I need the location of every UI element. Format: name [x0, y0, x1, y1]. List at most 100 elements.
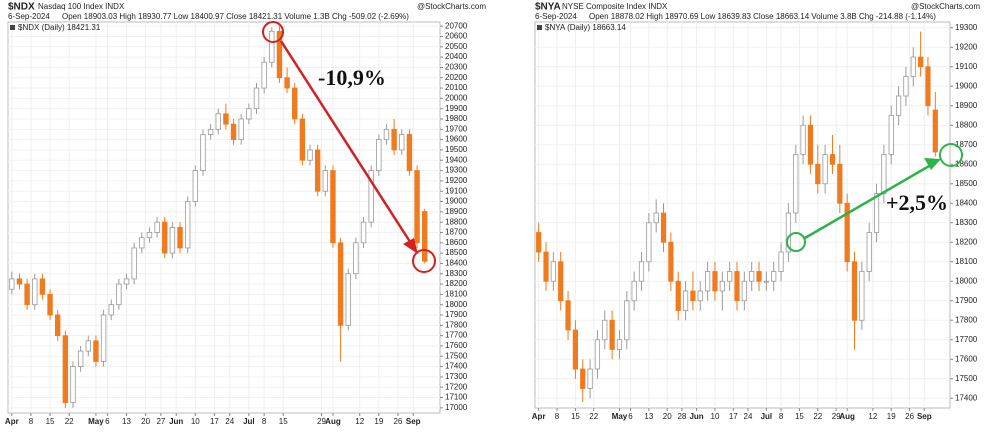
highlight-circle	[786, 232, 806, 252]
candle-body	[223, 113, 229, 125]
candle-body	[368, 170, 374, 223]
x-tick-label: 20	[141, 417, 150, 426]
candle-body	[727, 271, 733, 282]
x-tick-label: 28	[677, 412, 686, 421]
y-tick-label: 18000	[445, 300, 468, 309]
x-tick-label: Aug	[839, 412, 855, 421]
y-tick-label: 19900	[445, 104, 468, 113]
y-tick-label: 17900	[955, 296, 978, 305]
candle-body	[77, 350, 84, 367]
charts: 1700017100172001730017400175001760017700…	[5, 2, 980, 426]
y-tick-label: 19300	[955, 23, 978, 32]
candle-body	[360, 221, 367, 244]
y-tick-label: 18400	[955, 198, 978, 207]
candle-body	[32, 278, 38, 306]
candle-body	[624, 300, 630, 341]
candle-body	[580, 368, 586, 389]
candle-body	[638, 261, 645, 282]
y-tick-label: 19600	[445, 135, 468, 144]
candle-body	[399, 134, 405, 151]
candle-body	[903, 76, 909, 97]
candle-body	[192, 170, 199, 202]
y-tick-label: 18400	[445, 259, 468, 268]
x-tick-label: 12	[355, 417, 364, 426]
candle-body	[261, 61, 267, 89]
candle-body	[414, 170, 420, 244]
candle-body	[215, 113, 221, 130]
candle-body	[536, 232, 542, 253]
candle-body	[307, 149, 313, 161]
y-tick-label: 19400	[445, 155, 468, 164]
candle-body	[646, 222, 652, 263]
candle-body	[353, 242, 359, 275]
candle-body	[322, 170, 329, 192]
chart-subtitle: Nasdaq 100 Index INDX	[38, 2, 125, 11]
y-tick-label: 19000	[955, 81, 978, 90]
candle-body	[177, 226, 183, 249]
candle-body	[154, 221, 160, 233]
y-tick-label: 17500	[445, 351, 468, 360]
candle-body	[269, 30, 275, 63]
candle-body	[616, 339, 623, 350]
x-tick-label: 19	[887, 412, 896, 421]
annotation: +2,5%	[886, 190, 948, 215]
candle-body	[631, 280, 637, 302]
trend-arrow	[804, 160, 937, 240]
y-tick-label: 18200	[445, 279, 468, 288]
y-tick-label: 19200	[445, 176, 468, 185]
x-tick-label: 10	[191, 417, 200, 426]
y-tick-label: 18100	[445, 289, 468, 298]
x-tick-label: 29	[832, 412, 841, 421]
x-tick-label: 8	[29, 417, 34, 426]
y-tick-label: 18800	[955, 120, 978, 129]
annotations	[262, 21, 963, 273]
candle-body	[100, 314, 107, 362]
candle-body	[749, 271, 755, 282]
candle-body	[422, 211, 428, 262]
x-tick-label: Jun	[169, 417, 183, 426]
y-tick-label: 20200	[445, 73, 468, 82]
candle-body	[602, 319, 608, 341]
candle-body	[55, 314, 61, 337]
candle-body	[815, 163, 821, 185]
candle-body	[587, 368, 593, 389]
date: 6-Sep-2024	[8, 12, 50, 21]
candle-body	[276, 30, 283, 79]
candle-body	[558, 261, 564, 302]
y-tick-label: 19700	[445, 124, 468, 133]
candle-body	[697, 290, 703, 302]
arrow-head	[403, 238, 418, 254]
candle-body	[345, 273, 351, 326]
y-tick-label: 17600	[955, 354, 978, 363]
y-tick-label: 18600	[445, 238, 468, 247]
legend-swatch	[537, 25, 542, 30]
candle-body	[778, 251, 784, 272]
plot-frame	[7, 21, 441, 414]
x-tick-label: 27	[156, 417, 165, 426]
candle-body	[873, 193, 880, 233]
highlight-circle	[939, 143, 963, 167]
candle-body	[609, 319, 615, 350]
x-tick-label: 26	[905, 412, 914, 421]
legend-entry: $NYA (Daily) 18663.14	[545, 23, 626, 32]
ohlc-info: Open 18903.03 High 18930.77 Low 18400.97…	[62, 12, 409, 21]
candle-body	[734, 271, 740, 302]
y-tick-label: 17700	[445, 331, 468, 340]
y-tick-label: 19000	[445, 197, 468, 206]
y-tick-label: 17100	[445, 393, 468, 402]
source: @StockCharts.com	[417, 2, 486, 11]
candle-body	[184, 201, 191, 249]
x-tick-label: 19	[374, 417, 383, 426]
candle-body	[16, 278, 23, 285]
y-tick-label: 17300	[445, 372, 468, 381]
candle-body	[719, 280, 725, 292]
chart-title: $NYA	[535, 2, 561, 13]
x-tick-label: 24	[225, 417, 234, 426]
y-tick-label: 18900	[955, 101, 978, 110]
x-tick-label: May	[612, 412, 628, 421]
y-tick-label: 18700	[445, 228, 468, 237]
candle-body	[162, 221, 168, 254]
x-tick-label: 22	[589, 412, 598, 421]
ohlc-info: Open 18878.02 High 18970.69 Low 18639.83…	[589, 12, 936, 21]
